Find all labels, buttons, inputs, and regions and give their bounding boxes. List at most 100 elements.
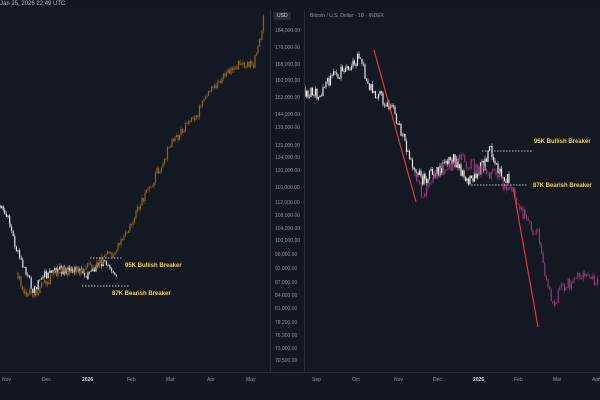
left-time-label: Mar [166,377,175,383]
price-tick-label: 112,000.00 [275,200,300,206]
projection-candle [544,263,546,277]
projection-candle [550,289,552,302]
historical-candle [472,178,474,182]
trend-line-2[interactable] [512,186,539,328]
currency-badge[interactable]: USD [274,12,291,20]
historical-candle [67,267,69,270]
historical-candle [497,163,499,174]
left-chart-panel[interactable] [0,10,270,372]
historical-candle [311,87,314,96]
projection-candle [465,161,467,168]
projection-candle [249,61,252,68]
price-axis[interactable]: USD 184,000.00 176,000.00 168,000.00 160,00… [270,10,305,372]
projection-candle [129,224,131,231]
projection-candle [522,207,524,219]
time-axis[interactable]: Nov Dec 2026 Feb Mar Apr May Sep Oct Nov Dec 2026 Fe… [0,372,600,400]
projection-candle [108,251,110,254]
left-bullish-label: 95K Bullish Breaker [125,263,182,269]
right-chart-panel[interactable] [305,10,600,372]
historical-candle [395,113,398,124]
left-time-label: Apr [207,377,215,383]
historical-candle [317,97,320,100]
projection-candle [477,164,479,174]
historical-candle [495,163,498,164]
price-tick-label: 120,000.00 [275,168,301,174]
price-tick-label: 96,000.00 [275,252,298,258]
projection-candle [527,218,529,221]
historical-candle [20,257,22,260]
historical-candle [47,272,49,279]
projection-candle [538,229,540,242]
projection-candle [590,276,592,279]
projection-candle [512,189,514,191]
projection-candle [519,204,521,210]
historical-candle [484,158,486,171]
projection-candle [245,66,247,68]
projection-candle [481,162,483,175]
projection-candle [554,302,556,306]
projection-candle [91,264,93,270]
historical-candle [488,146,491,151]
historical-candle [323,87,326,88]
projection-candle [517,203,519,205]
price-tick-label: 104,000.00 [275,226,301,232]
historical-candle [29,275,31,278]
projection-candle [530,222,532,231]
historical-candle [490,146,492,147]
historical-candle [22,259,24,268]
historical-candle [332,71,335,76]
historical-candle [400,123,402,136]
price-tick-label: 92,000.00 [275,266,298,272]
historical-candle [92,269,94,271]
price-tick-label: 176,000.00 [275,45,301,51]
projection-candle [482,162,484,170]
price-tick-label: 139,000.00 [275,125,301,131]
historical-candle [481,160,483,163]
projection-candle [438,171,440,176]
projection-candle [225,72,228,77]
projection-candle [227,69,229,73]
projection-candle [505,184,507,191]
historical-candle [313,95,315,97]
projection-candle [109,252,112,254]
historical-candle [454,154,456,167]
trend-line-1[interactable] [373,49,417,203]
projection-candle [45,280,47,285]
projection-candle [439,167,441,172]
projection-candle [156,168,158,173]
historical-candle [466,178,468,181]
projection-candle [453,161,455,166]
price-tick-label: 152,000.00 [275,95,301,101]
projection-candle [556,302,558,304]
historical-candle [107,264,109,266]
projection-candle [198,105,201,117]
projection-candle [579,274,581,279]
projection-candle [144,192,146,202]
price-tick-label: 78,200.00 [275,320,298,326]
historical-candle [431,169,434,175]
projection-candle [40,282,43,288]
projection-candle [28,290,31,294]
projection-candle [118,243,121,245]
projection-candle [127,230,130,233]
right-bullish-label: 95K Bullish Breaker [534,139,591,145]
projection-candle [246,62,249,67]
projection-candle [236,66,238,70]
projection-candle [469,168,471,170]
right-time-label: Apr [592,377,600,383]
historical-candle [104,260,106,262]
projection-candle [66,272,69,276]
projection-candle [36,289,38,295]
historical-candle [346,66,348,68]
left-time-label: Dec [42,377,51,383]
price-tick-label: 144,000.00 [275,112,301,118]
projection-candle [221,78,223,83]
price-tick-label: 184,000.00 [275,28,301,34]
projection-candle [459,154,461,160]
projection-candle [71,269,73,271]
projection-candle [65,266,67,273]
projection-candle [472,159,474,160]
historical-candle [331,75,333,76]
historical-candle [7,215,9,218]
historical-candle [329,75,332,86]
